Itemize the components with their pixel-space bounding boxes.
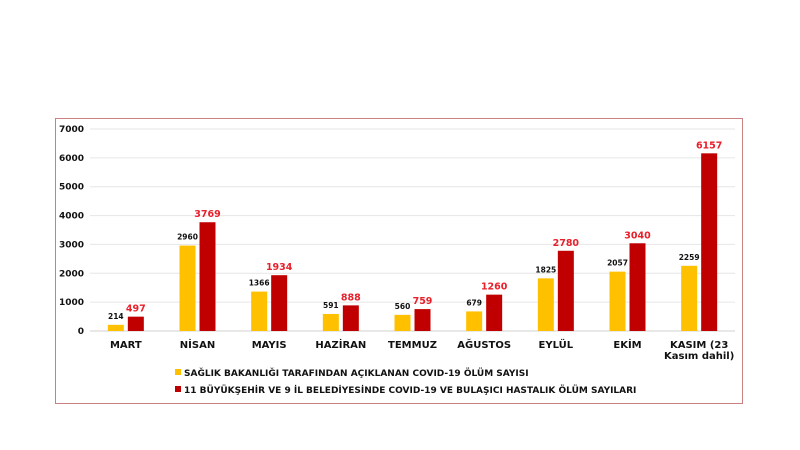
bar-municipality [271, 275, 288, 331]
bar-ministry [609, 271, 626, 331]
data-label: 560 [395, 302, 411, 311]
y-tick-label: 0 [78, 327, 84, 337]
x-tick-label: AĞUSTOS [457, 338, 511, 351]
bar-municipality [127, 316, 144, 331]
x-tick-label: EYLÜL [539, 337, 574, 351]
y-tick-label: 2000 [59, 269, 84, 279]
x-tick-label: TEMMUZ [388, 340, 437, 351]
bar-municipality [199, 222, 216, 331]
legend-swatch [175, 386, 181, 392]
data-label: 1825 [535, 265, 556, 274]
bar-ministry [251, 291, 268, 331]
x-tick-label: HAZİRAN [315, 337, 366, 351]
data-label: 2780 [553, 238, 580, 249]
x-tick-label: KASIM (23 [670, 340, 728, 351]
bar-municipality [701, 153, 718, 331]
x-tick-label: Kasım dahil) [664, 351, 734, 362]
x-tick-label: MAYIS [252, 340, 287, 351]
bar-ministry [394, 314, 411, 331]
bar-ministry [179, 245, 196, 331]
x-tick-label: NİSAN [180, 337, 215, 351]
data-label: 591 [323, 301, 339, 310]
bar-municipality [342, 305, 359, 331]
x-tick-label: EKİM [613, 337, 641, 351]
data-label: 1366 [249, 279, 270, 288]
y-tick-label: 4000 [59, 212, 84, 222]
data-label: 2960 [177, 233, 198, 242]
data-label: 3769 [194, 209, 220, 220]
data-label: 2259 [679, 253, 700, 262]
y-tick-label: 6000 [59, 154, 84, 164]
data-label: 3040 [624, 230, 651, 241]
legend-swatch [175, 369, 181, 375]
legend-label: 11 BÜYÜKŞEHİR VE 9 İL BELEDİYESİNDE COVI… [184, 385, 636, 396]
bar-municipality [629, 243, 646, 331]
bar-ministry [322, 313, 339, 331]
bar-ministry [466, 311, 483, 331]
bar-ministry [681, 265, 698, 331]
data-label: 679 [466, 298, 482, 307]
y-tick-label: 5000 [59, 183, 84, 193]
data-label: 1260 [481, 282, 508, 293]
data-label: 497 [126, 304, 146, 315]
legend-label: SAĞLIK BAKANLIĞI TARAFINDAN AÇIKLANAN CO… [184, 367, 529, 379]
data-label: 214 [108, 312, 124, 321]
y-tick-label: 7000 [59, 125, 84, 135]
y-tick-label: 3000 [59, 240, 84, 250]
chart-frame [55, 118, 743, 404]
data-label: 888 [341, 292, 361, 303]
bar-municipality [557, 250, 574, 331]
data-label: 6157 [696, 140, 722, 151]
bar-municipality [486, 294, 503, 331]
bar-ministry [537, 278, 554, 331]
bar-ministry [107, 324, 124, 331]
bar-municipality [414, 309, 431, 331]
data-label: 2057 [607, 259, 628, 268]
y-tick-label: 1000 [59, 298, 84, 308]
data-label: 1934 [266, 262, 293, 273]
data-label: 759 [413, 296, 433, 307]
x-tick-label: MART [110, 340, 142, 351]
